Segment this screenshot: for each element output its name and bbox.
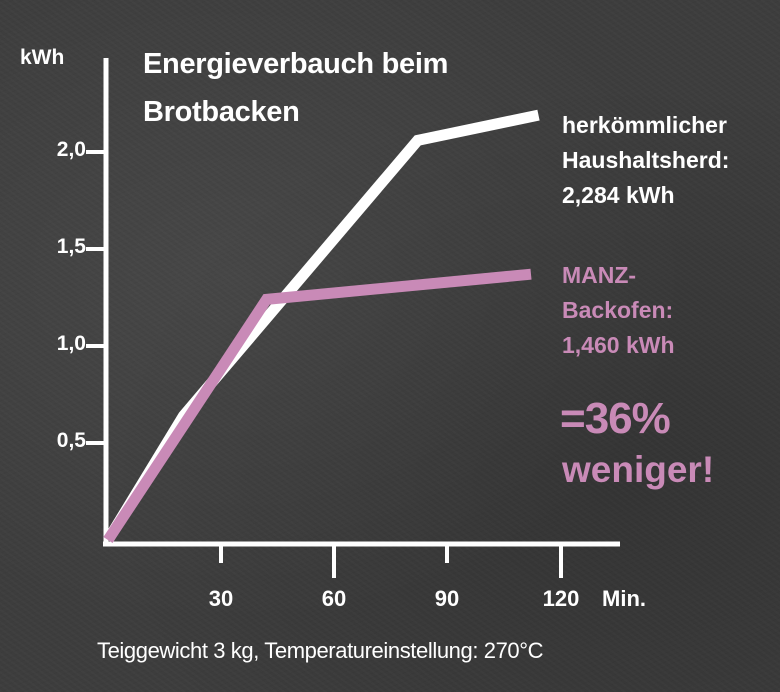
label-line: Haushaltsherd: bbox=[562, 147, 730, 173]
savings-percent: =36% bbox=[560, 394, 671, 443]
x-tick-label: 60 bbox=[321, 586, 347, 611]
y-tick-label: 2,0 bbox=[56, 138, 86, 161]
chart-title: Energieverbauch beim Brotbacken bbox=[143, 40, 448, 136]
x-tick-label: 90 bbox=[434, 586, 460, 611]
y-tick-label: 1,0 bbox=[56, 332, 86, 355]
conventional-oven-line bbox=[103, 109, 540, 543]
manz-oven-label: MANZ- Backofen: 1,460 kWh bbox=[562, 258, 675, 363]
manz-oven-line bbox=[103, 268, 532, 544]
chart-caption: Teiggewicht 3 kg, Temperatureinstellung:… bbox=[97, 638, 544, 663]
x-tick-label: 30 bbox=[208, 586, 234, 611]
y-ticks bbox=[86, 150, 106, 445]
label-line: Backofen: bbox=[562, 297, 674, 323]
conventional-oven-label: herkömmlicher Haushaltsherd: 2,284 kWh bbox=[562, 108, 729, 213]
conventional-total: 2,284 kWh bbox=[562, 182, 675, 208]
x-axis-unit: Min. bbox=[602, 586, 646, 611]
x-tick-label: 120 bbox=[542, 586, 580, 611]
x-ticks bbox=[219, 544, 563, 578]
y-tick-label: 1,5 bbox=[56, 235, 86, 258]
manz-total: 1,460 kWh bbox=[562, 332, 675, 358]
label-line: herkömmlicher bbox=[562, 112, 727, 138]
title-line-2: Brotbacken bbox=[143, 96, 300, 128]
y-tick-label: 0,5 bbox=[56, 429, 86, 452]
savings-text: weniger! bbox=[562, 449, 715, 490]
y-axis-unit: kWh bbox=[20, 46, 65, 69]
title-line-1: Energieverbauch beim bbox=[143, 48, 449, 80]
label-line: MANZ- bbox=[562, 262, 637, 288]
